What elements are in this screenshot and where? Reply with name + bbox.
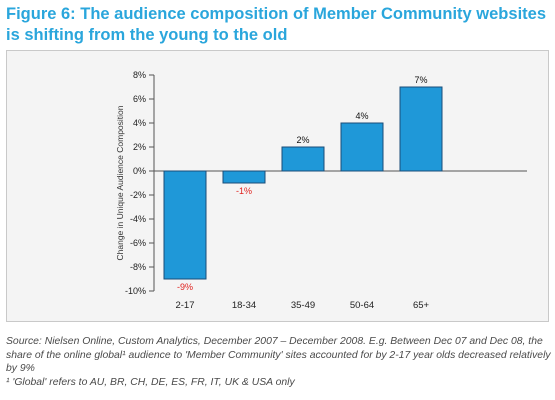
x-tick-label: 50-64 <box>350 300 374 311</box>
figure-title: Figure 6: The audience composition of Me… <box>6 5 546 44</box>
y-tick-label: -10% <box>125 286 146 296</box>
data-label: -9% <box>177 282 193 292</box>
y-tick-label: 4% <box>133 118 146 128</box>
bar <box>399 86 443 172</box>
bar <box>281 146 325 172</box>
bar <box>340 122 384 172</box>
y-tick-label: -6% <box>130 238 146 248</box>
bar-chart: Change in Unique Audience Composition 8%… <box>115 70 527 311</box>
source-note: Source: Nielsen Online, Custom Analytics… <box>6 336 551 374</box>
y-axis-label: Change in Unique Audience Composition <box>115 105 125 260</box>
y-tick-label: 6% <box>133 94 146 104</box>
y-tick-label: 2% <box>133 142 146 152</box>
y-tick-label: 8% <box>133 70 146 80</box>
bar <box>222 170 266 184</box>
data-label: 2% <box>296 135 309 145</box>
y-tick-label: -2% <box>130 190 146 200</box>
y-tick-label: -4% <box>130 214 146 224</box>
chart-panel: Change in Unique Audience Composition 8%… <box>6 50 549 322</box>
x-tick-label: 18-34 <box>232 300 256 311</box>
footnote: ¹ 'Global' refers to AU, BR, CH, DE, ES,… <box>6 377 295 388</box>
y-tick-label: -8% <box>130 262 146 272</box>
data-label: -1% <box>236 186 252 196</box>
x-tick-label: 65+ <box>413 300 430 311</box>
bar <box>163 170 207 280</box>
x-tick-label: 35-49 <box>291 300 315 311</box>
data-label: 4% <box>355 111 368 121</box>
data-label: 7% <box>414 75 427 85</box>
x-tick-label: 2-17 <box>175 300 194 311</box>
y-tick-label: 0% <box>133 166 146 176</box>
